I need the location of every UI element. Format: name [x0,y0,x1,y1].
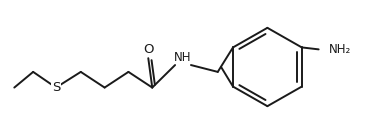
Text: S: S [52,81,60,94]
Text: O: O [143,43,154,56]
Text: NH₂: NH₂ [328,43,351,56]
Text: NH: NH [174,51,192,64]
